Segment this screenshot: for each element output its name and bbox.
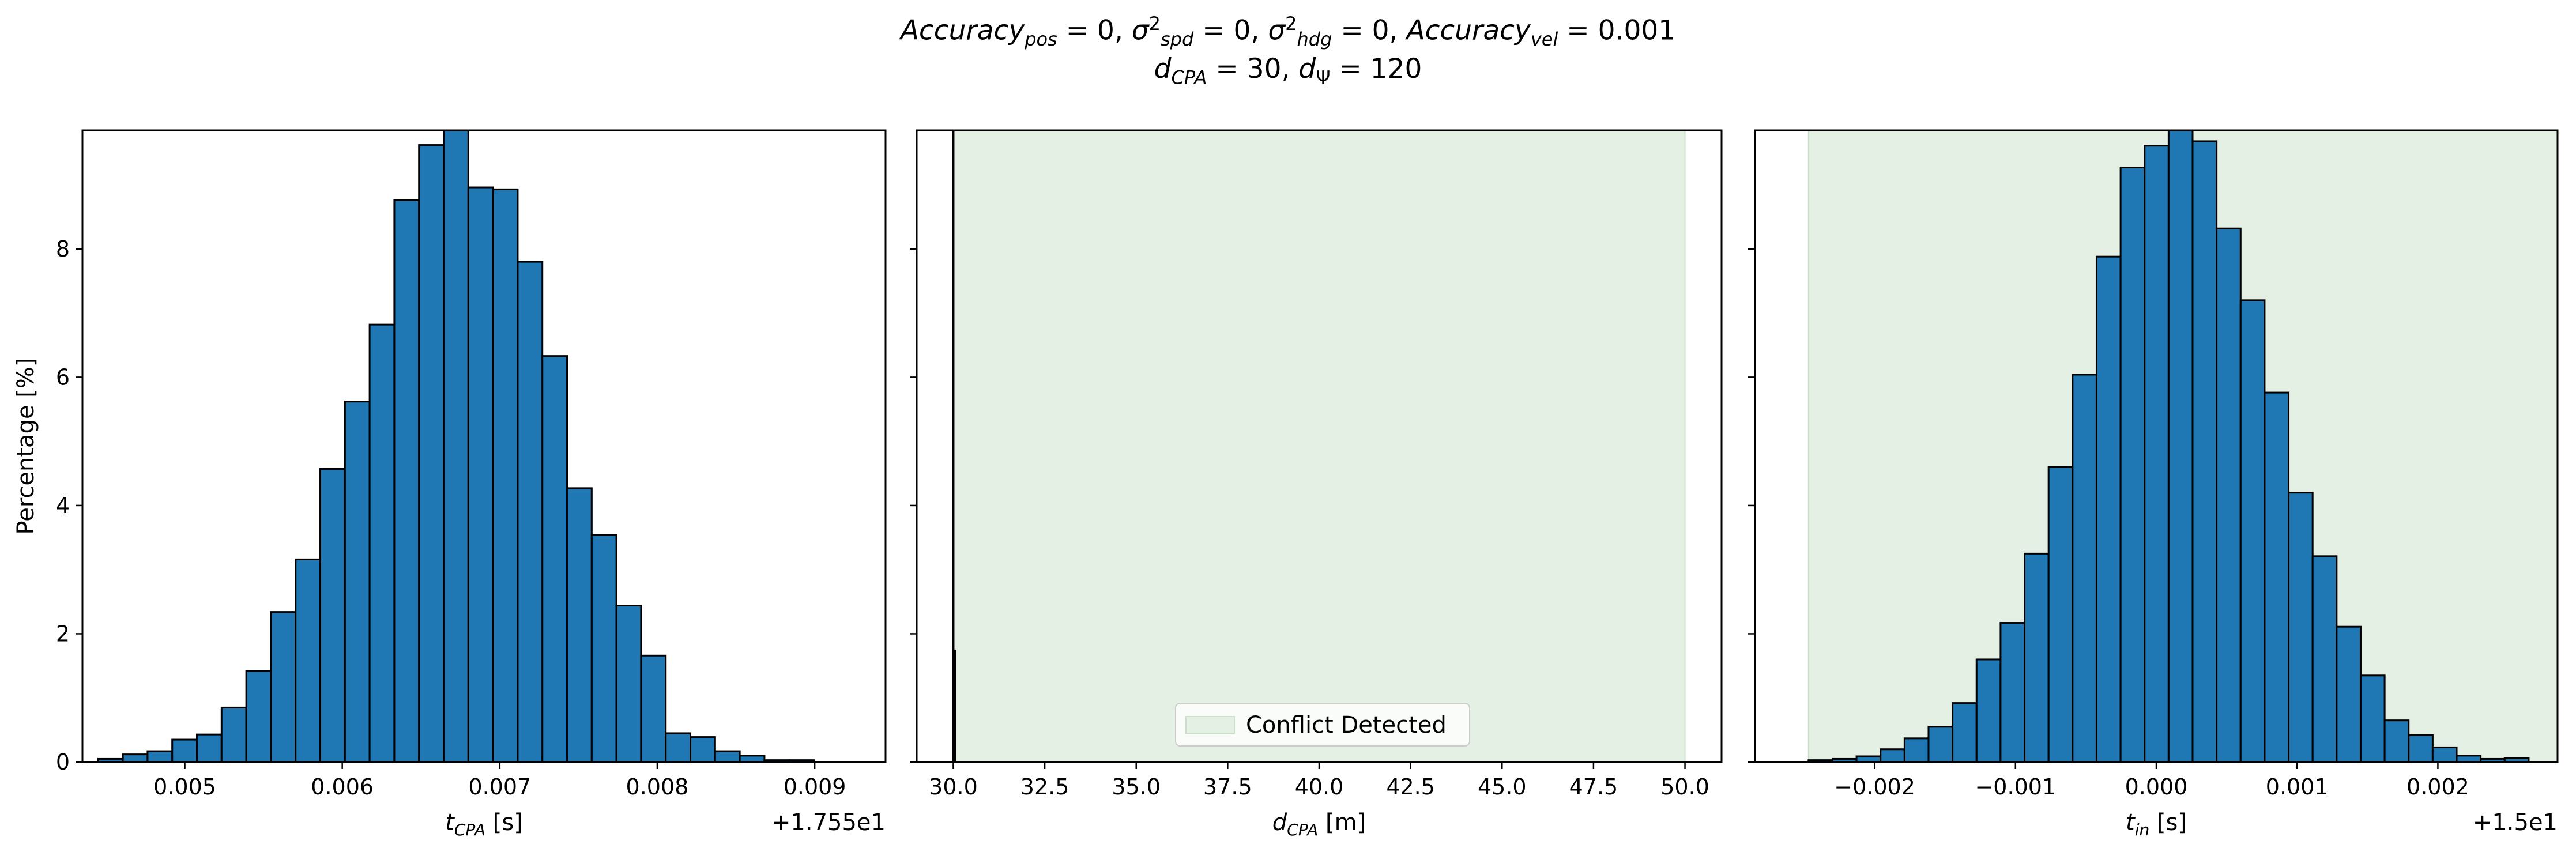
panel1-histogram-bar <box>270 611 297 762</box>
panel1-y-tick-label: 8 <box>56 236 70 262</box>
panel3-x-offset-label: +1.5e1 <box>2473 809 2558 836</box>
panel2-x-tick-label: 35.0 <box>1112 774 1161 800</box>
panel1-y-tick-label: 0 <box>56 749 70 775</box>
panel3-histogram-bar <box>2336 625 2362 762</box>
panel3-histogram-bar <box>1999 622 2026 762</box>
panel1-histogram-bar <box>541 355 568 762</box>
panel1-histogram-bar <box>245 670 272 762</box>
panel1-histogram-bar <box>739 755 766 762</box>
panel1-histogram-bar <box>566 487 593 762</box>
panel1-axes-frame <box>81 129 887 763</box>
panel3-histogram-bar <box>1903 737 1930 762</box>
panel1-histogram-bar <box>665 732 692 762</box>
panel2-x-tick-label: 47.5 <box>1569 774 1618 800</box>
panel2-x-axis-label: dCPA [m] <box>1272 809 1366 839</box>
panel3-histogram-bar <box>2119 167 2146 762</box>
panel3-x-tick-label: −0.002 <box>1834 774 1915 800</box>
panel2-x-tick-label: 50.0 <box>1660 774 1709 800</box>
panel3-histogram-bar <box>2239 299 2266 762</box>
panel3-x-tick-label: 0.001 <box>2266 774 2329 800</box>
panel3-histogram-bar <box>1952 702 1978 762</box>
panel1-histogram-bar <box>640 654 667 762</box>
panel1-x-tick-label: 0.008 <box>626 774 689 800</box>
panel2-x-tick-label: 45.0 <box>1478 774 1527 800</box>
panel1-histogram-bar <box>690 736 716 762</box>
panel2-legend-box <box>1175 703 1470 747</box>
figure-title-line2: dCPA = 30, dΨ = 120 <box>1154 53 1422 89</box>
panel3-histogram-bar <box>2191 140 2218 762</box>
panel1-y-tick-label: 4 <box>56 493 70 518</box>
panel3-histogram-bar <box>2264 391 2290 762</box>
panel1-histogram-bar <box>122 753 149 762</box>
panel1-y-tick-label: 6 <box>56 364 70 390</box>
panel3-histogram-bar <box>2431 746 2458 762</box>
panel2-x-tick-label: 40.0 <box>1295 774 1344 800</box>
panel3-x-tick-label: −0.001 <box>1975 774 2056 800</box>
panel3-histogram-bar <box>2024 552 2050 762</box>
panel3-histogram-bar <box>2095 255 2122 762</box>
panel1-histogram-bar <box>319 468 346 762</box>
panel3-histogram-bar <box>2359 674 2386 762</box>
panel1-histogram-bar <box>714 750 741 762</box>
panel3-histogram-bar <box>2383 719 2410 762</box>
panel1-histogram-bar <box>418 144 445 762</box>
panel1-histogram-bar <box>196 733 223 762</box>
panel3-histogram-bar <box>2144 145 2170 762</box>
panel1-x-tick-label: 0.005 <box>153 774 216 800</box>
panel1-x-offset-label: +1.755e1 <box>771 809 886 836</box>
panel3-histogram-bar <box>2288 492 2314 762</box>
panel2-x-tick-label: 42.5 <box>1386 774 1435 800</box>
panel3-histogram-bar <box>2047 466 2074 762</box>
panel1-x-tick-label: 0.009 <box>784 774 846 800</box>
panel2-legend-label: Conflict Detected <box>1246 712 1447 738</box>
panel3-histogram-bar <box>1927 726 1954 762</box>
panel3-x-tick-label: 0.000 <box>2125 774 2188 800</box>
panel2-legend-swatch <box>1185 716 1235 734</box>
panel3-histogram-bar <box>2311 555 2338 762</box>
panel3-histogram-bar <box>2408 734 2434 762</box>
panel1-histogram-bar <box>295 558 322 762</box>
panel1-x-tick-label: 0.006 <box>311 774 374 800</box>
panel1-histogram-bar <box>492 188 519 762</box>
panel1-x-tick-label: 0.007 <box>468 774 531 800</box>
panel1-histogram-bar <box>443 130 469 762</box>
panel3-histogram-bar <box>2167 130 2194 762</box>
panel3-histogram-bar <box>2072 374 2097 762</box>
panel1-histogram-bar <box>344 401 371 762</box>
panel1-histogram-bar <box>171 738 198 762</box>
panel3-x-axis-label: tin [s] <box>2126 809 2187 839</box>
panel3-histogram-bar <box>2456 755 2482 762</box>
panel2-x-tick-label: 32.5 <box>1020 774 1069 800</box>
panel3-histogram-bar <box>2216 227 2242 762</box>
panel3-histogram-bar <box>1880 748 1905 762</box>
panel1-histogram-bar <box>517 261 544 762</box>
panel1-y-tick-label: 2 <box>56 621 70 646</box>
panel1-histogram-bar <box>220 706 247 762</box>
panel1-histogram-bar <box>590 534 617 762</box>
panel3-histogram-bar <box>1975 658 2002 762</box>
panel1-histogram-bar <box>393 199 420 762</box>
panel1-histogram-bar <box>467 186 494 762</box>
panel1-x-axis-label: tCPA [s] <box>445 809 523 839</box>
panel2-conflict-region <box>952 130 1686 762</box>
figure-title-line1: Accuracypos = 0, σ2spd = 0, σ2hdg = 0, A… <box>900 13 1676 51</box>
panel1-histogram-bar <box>615 605 642 762</box>
panel2-x-tick-label: 37.5 <box>1203 774 1252 800</box>
panel3-histogram-bar <box>1855 755 1882 762</box>
panel1-histogram-bar <box>368 323 396 762</box>
panel3-x-tick-label: 0.002 <box>2406 774 2469 800</box>
panel1-histogram-bar <box>788 759 815 762</box>
panel1-histogram-bar <box>146 750 174 762</box>
panel2-x-tick-label: 30.0 <box>929 774 978 800</box>
panel1-y-axis-label: Percentage [%] <box>13 358 39 535</box>
